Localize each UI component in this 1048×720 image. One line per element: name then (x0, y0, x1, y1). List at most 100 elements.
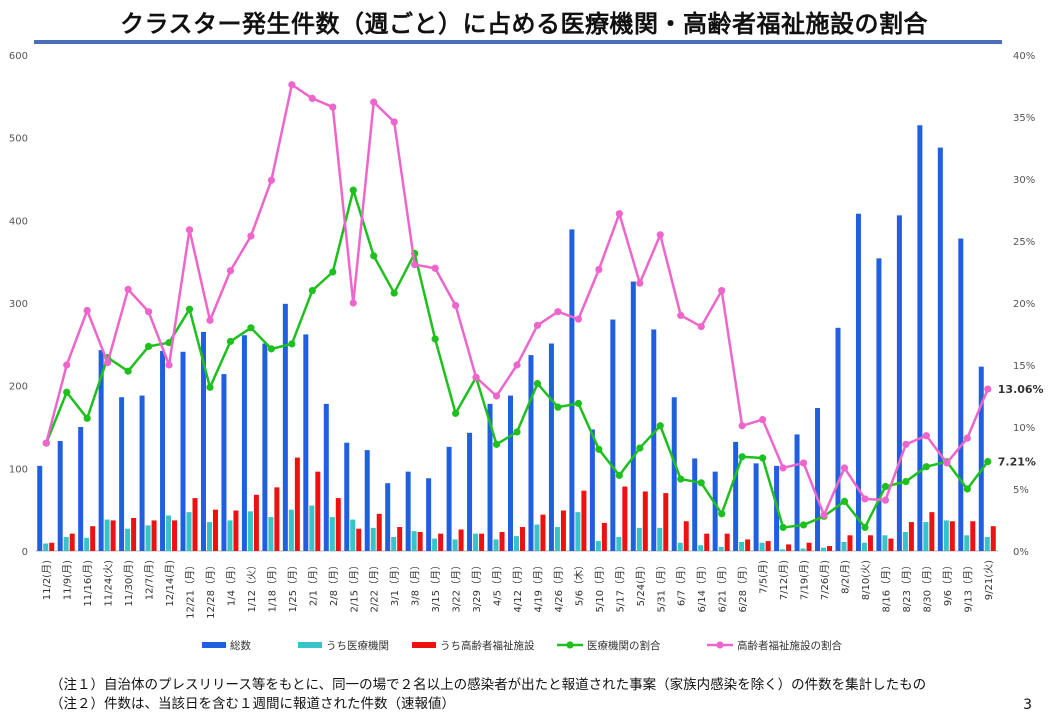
x-tick-label: 4/5（月） (492, 560, 504, 606)
elderly-ratio-point (144, 308, 153, 316)
x-tick-label: 12/28（月） (205, 560, 217, 619)
bar-elderly (233, 510, 239, 551)
elderly-ratio-point (861, 495, 869, 503)
bar-elderly (417, 531, 423, 551)
y-right-tick: 35% (1013, 113, 1035, 124)
legend-label: うち医療機関 (326, 639, 389, 652)
medical-ratio-point (63, 388, 71, 396)
y-left-tick: 200 (9, 382, 28, 393)
medical-ratio-point (963, 485, 971, 493)
elderly-ratio-point (329, 103, 337, 111)
x-tick-label: 8/16（月） (880, 560, 892, 612)
elderly-ratio-point (656, 231, 664, 239)
bar-elderly (479, 533, 485, 551)
y-right-tick: 10% (1013, 423, 1035, 434)
x-tick-label: 5/6（木） (573, 560, 585, 606)
x-tick-label: 5/24(月） (635, 560, 647, 606)
x-tick-label: 11/2(月) (41, 560, 53, 600)
bar-total (405, 471, 411, 551)
bar-total (160, 350, 166, 551)
legend-marker (566, 641, 574, 649)
x-tick-label: 4/12（月） (512, 560, 524, 612)
x-tick-label: 7/26(月) (819, 560, 831, 600)
medical-ratio-point (881, 482, 890, 491)
elderly-ratio-point (697, 322, 705, 331)
bar-total (487, 403, 493, 551)
bar-elderly (806, 542, 812, 551)
y-right-tick: 15% (1013, 361, 1035, 372)
bar-elderly (274, 487, 280, 551)
elderly-ratio-point (779, 464, 787, 472)
elderly-ratio-point (390, 118, 398, 126)
elderly-ratio-point (922, 432, 930, 440)
bar-elderly (315, 471, 321, 551)
legend-swatch (298, 642, 322, 648)
bar-total (651, 329, 657, 551)
bar-medical (309, 505, 315, 551)
bar-total (692, 458, 698, 551)
x-tick-label: 5/31（月） (655, 560, 667, 612)
bar-elderly (520, 527, 525, 551)
bar-total (221, 374, 227, 551)
bar-elderly (949, 521, 955, 551)
bar-elderly (151, 520, 157, 551)
bar-elderly (212, 509, 218, 551)
y-left-tick: 500 (9, 134, 28, 145)
bar-medical (964, 535, 970, 551)
y-left-tick: 0 (22, 547, 28, 558)
bar-medical (616, 536, 622, 551)
legend: 総数 うち医療機関 うち高齢者福祉施設 医療機関の割合 高齢者福祉施設の割合 (202, 639, 842, 652)
title-underline (34, 40, 1002, 44)
medical-ratio-point (922, 463, 930, 471)
bar-medical (759, 542, 765, 551)
bar-medical (370, 527, 376, 551)
bar-medical (268, 517, 274, 551)
medical-ratio-point (799, 521, 808, 529)
bar-elderly (110, 520, 116, 551)
legend-label: 総数 (230, 639, 251, 652)
x-tick-label: 3/8（月） (410, 560, 422, 606)
bar-elderly (867, 535, 873, 551)
bar-elderly (131, 517, 137, 551)
medical-ratio-point (390, 289, 398, 297)
bar-elderly (663, 493, 669, 551)
y-right-tick: 40% (1013, 51, 1035, 62)
bar-medical (329, 517, 335, 551)
bar-medical (247, 511, 253, 551)
y-right-tick: 20% (1013, 299, 1035, 310)
elderly-ratio-point (963, 434, 971, 442)
bar-elderly (376, 513, 382, 551)
x-tick-label: 6/28（月） (737, 560, 749, 612)
bar-medical (186, 512, 192, 551)
bar-elderly (581, 490, 587, 551)
bar-medical (698, 545, 704, 551)
medical-ratio-point (677, 475, 685, 483)
elderly-ratio-point (554, 308, 562, 316)
medical-ratio-point (288, 340, 296, 348)
bar-total (712, 471, 718, 551)
elderly-ratio-point (984, 385, 992, 393)
bar-total (855, 213, 861, 551)
x-tick-label: 6/21（月） (717, 560, 729, 612)
bar-total (241, 335, 247, 551)
bar-medical (145, 525, 151, 551)
x-tick-label: 12/21（月） (185, 560, 197, 619)
medical-ratio-point (349, 186, 357, 194)
bar-elderly (745, 539, 751, 551)
medical-ratio-point (718, 510, 726, 518)
elderly-ratio-point (185, 226, 194, 234)
bar-medical (943, 520, 949, 551)
legend-label: 高齢者福祉施設の割合 (737, 639, 842, 652)
bar-medical (350, 519, 356, 551)
bar-medical (677, 542, 683, 551)
elderly-ratio-point (677, 311, 685, 319)
bar-medical (841, 541, 847, 551)
bar-elderly (908, 522, 914, 551)
elderly-ratio-point (247, 232, 255, 240)
elderly-ratio-point (104, 358, 112, 367)
medical-ratio-point (861, 523, 869, 532)
bar-elderly (786, 544, 792, 551)
legend-label: うち高齢者福祉施設 (440, 639, 535, 652)
medical-ratio-point (451, 409, 460, 417)
bar-elderly (888, 538, 894, 551)
